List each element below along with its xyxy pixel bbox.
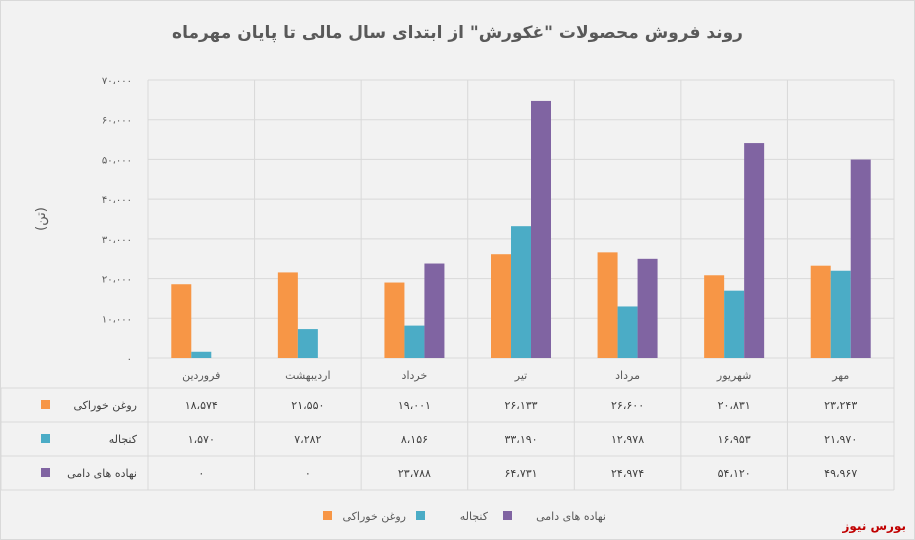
x-tick-label: مرداد — [615, 369, 640, 382]
y-tick-label: ۴۰،۰۰۰ — [102, 195, 132, 206]
bar-2-3 — [531, 100, 551, 358]
table-series-label: روغن خوراکی — [73, 399, 137, 412]
data-label: ۱۶،۹۵۳ — [718, 433, 751, 446]
y-tick-label: ۳۰،۰۰۰ — [102, 235, 132, 246]
x-tick-label: فروردین — [182, 369, 220, 382]
bar-1-2 — [404, 325, 425, 358]
y-axis-label: (تن) — [34, 207, 49, 231]
legend-swatch — [503, 511, 512, 520]
bar-2-4 — [637, 258, 658, 358]
data-label: ۱۸،۵۷۴ — [185, 399, 218, 412]
data-label: ۲۶،۶۰۰ — [611, 399, 644, 412]
data-label: ۲۱،۵۵۰ — [291, 399, 324, 412]
bar-0-4 — [597, 252, 618, 358]
data-label: ۲۳،۷۸۸ — [398, 467, 431, 480]
bar-0-6 — [810, 265, 831, 358]
legend-label: کنجاله — [460, 510, 489, 523]
bar-1-1 — [297, 329, 318, 358]
y-tick-label: ۱۰،۰۰۰ — [102, 314, 132, 325]
data-label: ۳۳،۱۹۰ — [504, 433, 537, 446]
table-series-label: نهاده های دامی — [67, 467, 137, 480]
bar-0-2 — [384, 282, 405, 358]
bar-0-1 — [277, 272, 298, 358]
data-label: ۵۴،۱۲۰ — [718, 467, 751, 480]
table-legend-swatch — [41, 468, 50, 477]
x-tick-label: تیر — [514, 369, 527, 382]
x-tick-label: شهریور — [716, 369, 751, 382]
data-label: ۶۴،۷۳۱ — [504, 467, 537, 480]
data-label: ۱۹،۰۰۱ — [398, 399, 431, 412]
bar-1-6 — [830, 270, 851, 358]
data-label: ۲۶،۱۳۳ — [504, 399, 537, 412]
bar-1-0 — [191, 351, 212, 358]
data-label: ۱۲،۹۷۸ — [611, 433, 644, 446]
bar-1-3 — [511, 226, 531, 358]
data-label: ۰ — [305, 467, 311, 480]
data-label: ۲۴،۹۷۴ — [611, 467, 644, 480]
bar-1-4 — [617, 306, 638, 358]
x-tick-label: خرداد — [402, 369, 428, 382]
bar-1-5 — [724, 290, 745, 358]
bar-2-2 — [424, 263, 445, 358]
y-tick-label: ۲۰،۰۰۰ — [102, 275, 132, 286]
x-tick-label: مهر — [831, 369, 849, 382]
data-label: ۱،۵۷۰ — [188, 433, 215, 446]
data-label: ۲۰،۸۳۱ — [718, 399, 751, 412]
legend-label: نهاده های دامی — [536, 510, 606, 523]
y-tick-label: ۶۰،۰۰۰ — [102, 116, 132, 127]
table-series-label: کنجاله — [109, 433, 138, 446]
data-label: ۴۹،۹۶۷ — [824, 467, 857, 480]
bar-2-5 — [744, 143, 765, 358]
brand-label: بورس نیوز — [842, 519, 906, 533]
bar-0-0 — [171, 284, 192, 358]
table-legend-swatch — [41, 400, 50, 409]
data-label: ۲۳،۲۴۳ — [824, 399, 857, 412]
bar-2-6 — [850, 159, 871, 358]
y-tick-label: ۰ — [127, 354, 132, 365]
y-tick-label: ۷۰،۰۰۰ — [102, 76, 132, 87]
data-label: ۷،۲۸۲ — [294, 433, 321, 446]
data-label: ۰ — [198, 467, 204, 480]
x-tick-label: اردیبهشت — [285, 369, 330, 382]
bar-0-3 — [491, 254, 511, 358]
legend-swatch — [323, 511, 332, 520]
bar-0-5 — [704, 275, 725, 358]
y-tick-label: ۵۰،۰۰۰ — [102, 155, 132, 166]
legend-label: روغن خوراکی — [342, 510, 406, 523]
data-label: ۸،۱۵۶ — [401, 433, 428, 446]
table-legend-swatch — [41, 434, 50, 443]
chart-title: روند فروش محصولات "غکورش" از ابتدای سال … — [172, 23, 743, 43]
legend-swatch — [416, 511, 425, 520]
data-label: ۲۱،۹۷۰ — [824, 433, 857, 446]
